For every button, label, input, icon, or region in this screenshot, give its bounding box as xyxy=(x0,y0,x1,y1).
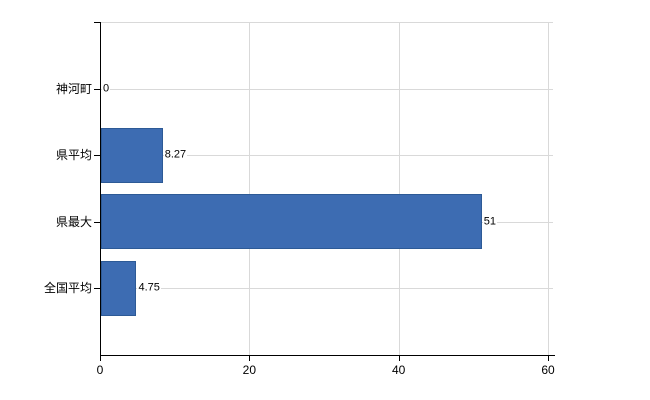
value-label: 4.75 xyxy=(137,281,161,295)
y-axis-tick xyxy=(94,89,100,90)
bar xyxy=(101,128,163,183)
value-label: 8.27 xyxy=(163,148,188,162)
category-label: 県平均 xyxy=(55,148,92,162)
vertical-gridline xyxy=(249,22,251,355)
bar xyxy=(101,261,136,316)
y-axis-tick xyxy=(94,288,100,289)
x-axis-tick xyxy=(548,355,549,361)
vertical-gridline xyxy=(398,22,400,355)
plot-top-border xyxy=(100,22,553,23)
x-tick-label: 20 xyxy=(242,363,257,377)
y-axis-line xyxy=(100,22,101,355)
y-axis-tick xyxy=(94,155,100,156)
x-axis-tick xyxy=(100,355,101,361)
x-axis-line xyxy=(100,355,555,356)
value-label: 51 xyxy=(482,215,498,229)
bar xyxy=(101,194,482,249)
y-axis-tick xyxy=(94,222,100,223)
category-gridline xyxy=(100,89,553,90)
category-gridline xyxy=(100,288,553,289)
value-label: 0 xyxy=(102,82,111,96)
category-label: 全国平均 xyxy=(43,281,92,295)
x-axis-tick xyxy=(249,355,251,361)
x-tick-label: 60 xyxy=(541,363,555,377)
x-tick-label: 40 xyxy=(391,363,406,377)
category-label: 県最大 xyxy=(55,215,92,229)
category-gridline xyxy=(100,155,553,156)
category-label: 神河町 xyxy=(55,82,92,96)
x-tick-label: 0 xyxy=(96,363,104,377)
x-axis-tick xyxy=(398,355,400,361)
y-axis-top-tick xyxy=(94,22,100,23)
vertical-gridline xyxy=(548,22,549,355)
